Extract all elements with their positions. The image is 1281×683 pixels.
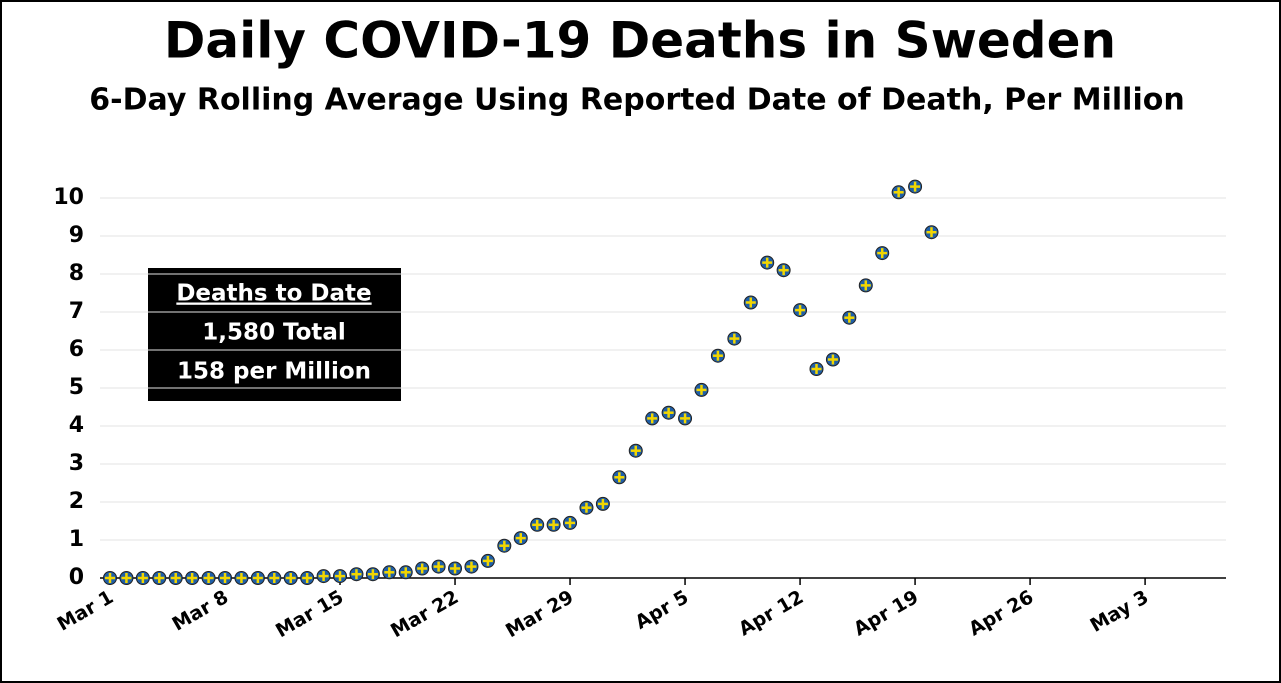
marker (464, 559, 479, 574)
marker (563, 515, 578, 530)
marker (415, 561, 430, 576)
marker (250, 571, 265, 585)
y-tick-label: 1 (69, 527, 84, 552)
marker (218, 571, 233, 585)
marker (168, 571, 183, 585)
marker (349, 567, 364, 582)
y-tick-label: 9 (69, 223, 84, 248)
marker (283, 571, 298, 585)
y-tick-label: 8 (69, 261, 84, 286)
marker (201, 571, 216, 585)
annotation-box (148, 268, 401, 401)
marker (875, 246, 890, 261)
chart-title: Daily COVID-19 Deaths in Sweden (164, 12, 1116, 70)
marker (398, 565, 413, 580)
marker (694, 382, 709, 397)
y-tick-label: 0 (69, 565, 84, 590)
marker (365, 567, 380, 582)
y-tick-label: 7 (69, 299, 84, 324)
marker (793, 303, 808, 318)
marker (300, 571, 315, 585)
annotation-line: 158 per Million (177, 359, 371, 385)
marker (743, 295, 758, 310)
marker (333, 569, 348, 584)
marker (185, 571, 200, 585)
marker (382, 565, 397, 580)
y-tick-label: 5 (69, 375, 84, 400)
marker (678, 411, 693, 426)
marker (448, 561, 463, 576)
marker (497, 538, 512, 553)
marker (480, 553, 495, 568)
marker (530, 517, 545, 532)
marker (710, 348, 725, 363)
marker (234, 571, 249, 585)
marker (628, 443, 643, 458)
marker (891, 185, 906, 200)
y-tick-label: 6 (69, 337, 84, 362)
marker (595, 496, 610, 511)
y-tick-label: 4 (69, 413, 84, 438)
marker (809, 362, 824, 376)
marker (513, 531, 528, 546)
marker (858, 278, 873, 293)
marker (579, 500, 594, 515)
marker (776, 263, 791, 278)
annotation-heading: Deaths to Date (176, 281, 371, 307)
chart-subtitle: 6-Day Rolling Average Using Reported Dat… (89, 83, 1184, 118)
y-tick-label: 2 (69, 489, 84, 514)
marker (119, 571, 134, 585)
marker (267, 571, 282, 585)
marker (546, 517, 561, 532)
marker (908, 179, 923, 194)
marker (645, 411, 660, 426)
marker (727, 331, 742, 346)
marker (825, 352, 840, 367)
y-tick-label: 3 (69, 451, 84, 476)
y-tick-label: 10 (53, 185, 84, 210)
marker (661, 405, 676, 420)
marker (316, 569, 331, 584)
marker (103, 571, 117, 585)
annotation-line: 1,580 Total (202, 320, 346, 346)
marker (760, 255, 775, 270)
marker (924, 225, 939, 240)
marker (431, 559, 446, 574)
marker (842, 310, 857, 325)
marker (612, 470, 627, 485)
marker (135, 571, 150, 585)
marker (152, 571, 167, 585)
